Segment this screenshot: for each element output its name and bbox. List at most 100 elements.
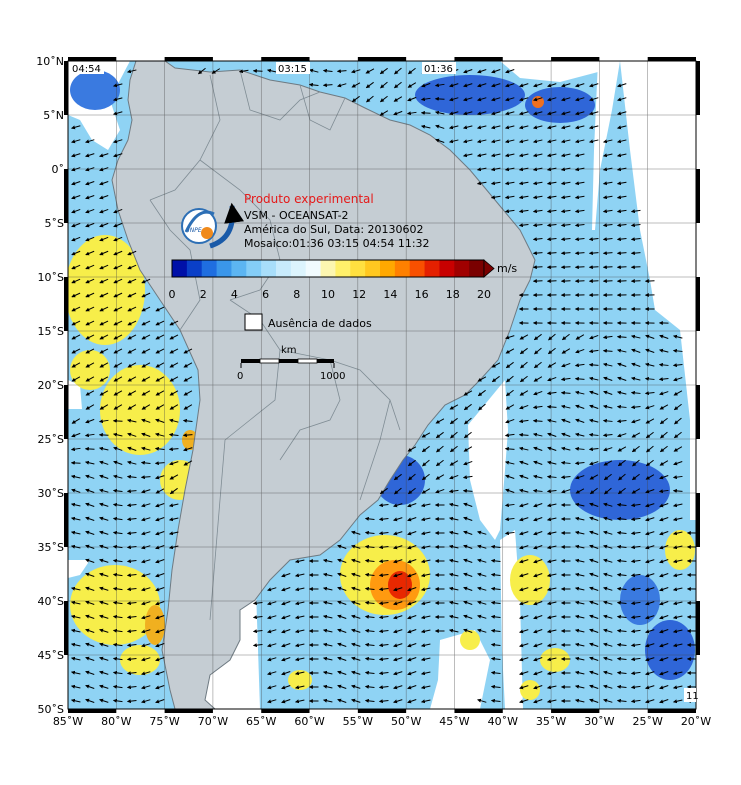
frame-segment bbox=[551, 57, 599, 61]
wind-vector bbox=[534, 267, 543, 268]
product-experimental: Produto experimental bbox=[244, 192, 374, 206]
colorbar-tick: 10 bbox=[321, 288, 335, 301]
lon-tick-label: 70˚W bbox=[198, 715, 228, 728]
frame-segment bbox=[454, 57, 502, 61]
product-mosaic: Mosaico:01:36 03:15 04:54 11:32 bbox=[244, 237, 430, 250]
pass-time-1: 04:54 bbox=[72, 64, 101, 75]
lon-tick-label: 25˚W bbox=[633, 715, 663, 728]
lat-tick-label: 35˚S bbox=[38, 541, 64, 554]
corner-label: 11 bbox=[686, 691, 699, 702]
lon-tick-label: 30˚W bbox=[584, 715, 614, 728]
colorbar-tick: 14 bbox=[383, 288, 397, 301]
frame-segment bbox=[261, 57, 309, 61]
wind-patch bbox=[665, 530, 695, 570]
wind-vector bbox=[86, 449, 95, 450]
colorbar-swatch bbox=[380, 260, 395, 277]
wind-vector bbox=[520, 435, 529, 436]
wind-vector bbox=[506, 449, 515, 450]
wind-patch bbox=[70, 350, 110, 390]
frame-segment bbox=[68, 57, 116, 61]
wind-vector bbox=[114, 421, 123, 422]
missing-data-swatch bbox=[245, 314, 262, 330]
colorbar-tick: 8 bbox=[293, 288, 300, 301]
wind-patch bbox=[540, 648, 570, 672]
colorbar-swatch bbox=[306, 260, 321, 277]
wind-patch bbox=[100, 365, 180, 455]
wind-vector bbox=[72, 463, 81, 464]
lat-tick-label: 20˚S bbox=[38, 379, 64, 392]
missing-data-label: Ausência de dados bbox=[268, 317, 372, 330]
colorbar-swatch bbox=[350, 260, 365, 277]
wind-vector bbox=[436, 99, 445, 100]
colorbar-swatch bbox=[410, 260, 425, 277]
lat-tick-label: 40˚S bbox=[38, 595, 64, 608]
colorbar-swatch bbox=[454, 260, 469, 277]
product-region-date: América do Sul, Data: 20130602 bbox=[244, 223, 424, 236]
wind-speed-colorbar bbox=[172, 260, 485, 277]
wind-patch bbox=[70, 70, 120, 110]
frame-segment bbox=[696, 493, 700, 547]
colorbar-swatch bbox=[395, 260, 410, 277]
wind-patch bbox=[520, 680, 540, 700]
wind-vector bbox=[548, 407, 557, 408]
lon-tick-label: 85˚W bbox=[53, 715, 83, 728]
wind-vector bbox=[590, 365, 599, 366]
wind-vector bbox=[464, 491, 473, 492]
colorbar-tick: 18 bbox=[446, 288, 460, 301]
colorbar-swatch bbox=[276, 260, 291, 277]
latitude-labels: 10˚N5˚N0˚5˚S10˚S15˚S20˚S25˚S30˚S35˚S40˚S… bbox=[36, 55, 64, 716]
frame-segment bbox=[64, 601, 68, 655]
colorbar-swatch bbox=[439, 260, 454, 277]
lat-tick-label: 5˚S bbox=[45, 217, 64, 230]
lon-tick-label: 50˚W bbox=[391, 715, 421, 728]
frame-segment bbox=[696, 277, 700, 331]
scale-start: 0 bbox=[237, 371, 243, 382]
lon-tick-label: 35˚W bbox=[536, 715, 566, 728]
scale-end: 1000 bbox=[320, 371, 345, 382]
frame-segment bbox=[648, 709, 696, 713]
wind-patch bbox=[510, 555, 550, 605]
pass-time-3: 01:36 bbox=[424, 64, 453, 75]
colorbar-swatch bbox=[321, 260, 336, 277]
frame-segment bbox=[358, 709, 406, 713]
frame-segment bbox=[261, 709, 309, 713]
wind-vector bbox=[100, 435, 109, 436]
lon-tick-label: 65˚W bbox=[246, 715, 276, 728]
wind-patch bbox=[415, 75, 525, 115]
wind-patch bbox=[120, 645, 160, 675]
wind-patch bbox=[145, 605, 165, 645]
colorbar-swatch bbox=[231, 260, 246, 277]
colorbar-tick: 16 bbox=[415, 288, 429, 301]
lat-tick-label: 15˚S bbox=[38, 325, 64, 338]
lat-tick-label: 0˚ bbox=[52, 163, 65, 176]
wind-vector bbox=[604, 267, 613, 268]
colorbar-swatch bbox=[202, 260, 217, 277]
colorbar-swatch bbox=[291, 260, 306, 277]
colorbar-swatch bbox=[425, 260, 440, 277]
colorbar-swatch bbox=[172, 260, 187, 277]
colorbar-swatch bbox=[187, 260, 202, 277]
wind-vector bbox=[576, 267, 585, 268]
frame-segment bbox=[454, 709, 502, 713]
colorbar-swatch bbox=[217, 260, 232, 277]
colorbar-swatch bbox=[469, 260, 484, 277]
wind-vector bbox=[548, 267, 557, 268]
colorbar-tick: 0 bbox=[169, 288, 176, 301]
wind-patch bbox=[570, 460, 670, 520]
colorbar-tick: 4 bbox=[231, 288, 238, 301]
wind-vector bbox=[422, 113, 431, 114]
wind-vector bbox=[632, 267, 641, 268]
scale-unit: km bbox=[281, 345, 297, 356]
lat-tick-label: 5˚N bbox=[43, 109, 64, 122]
colorbar-tick: 6 bbox=[262, 288, 269, 301]
frame-segment bbox=[696, 61, 700, 115]
frame-segment bbox=[358, 57, 406, 61]
wind-vector bbox=[618, 337, 627, 338]
logo-sun-icon bbox=[201, 227, 213, 239]
lat-tick-label: 30˚S bbox=[38, 487, 64, 500]
wind-vector bbox=[534, 421, 543, 422]
logo-text: INPE bbox=[188, 227, 202, 234]
